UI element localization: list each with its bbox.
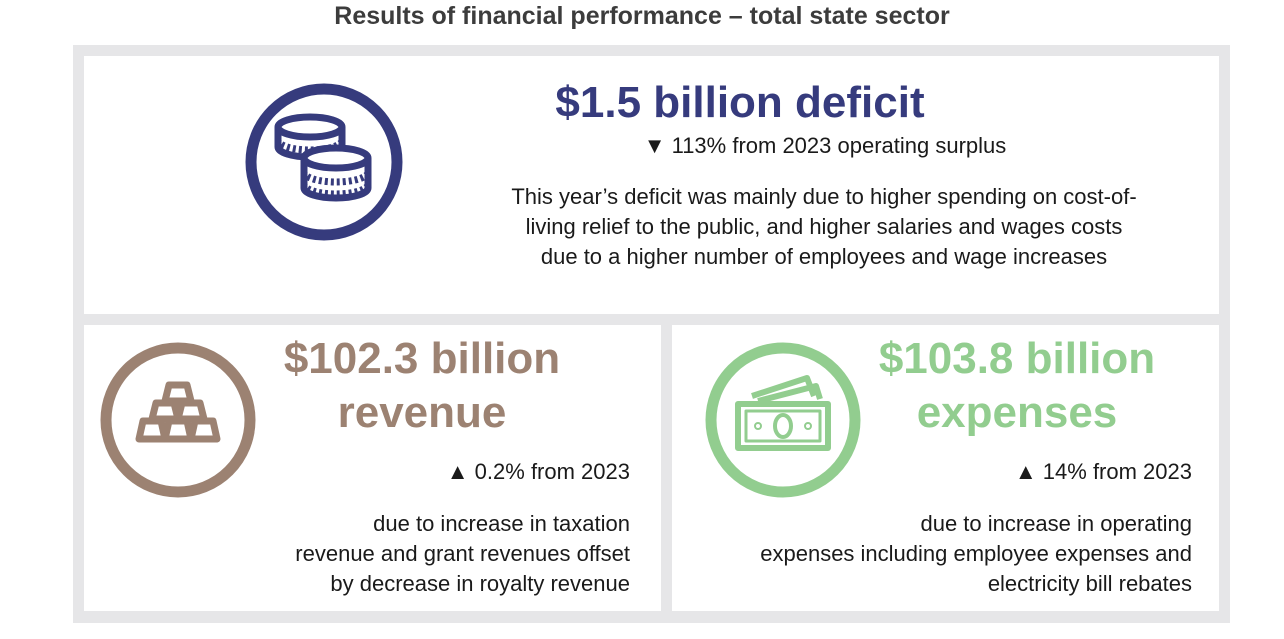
revenue-headline-line: revenue [337, 388, 507, 437]
deficit-card [84, 56, 1219, 314]
deficit-description-line: This year’s deficit was mainly due to hi… [511, 184, 1137, 209]
deficit-description-line: due to a higher number of employees and … [540, 244, 1108, 269]
expenses-description-line: expenses including employee expenses and [760, 541, 1192, 566]
revenue-headline-line: $102.3 billion [283, 334, 561, 383]
expenses-change: ▲ 14% from 2023 [1014, 459, 1192, 484]
revenue-description-line: due to increase in taxation [373, 511, 630, 536]
banknotes-icon [705, 342, 861, 498]
deficit-headline: $1.5 billion deficit [555, 78, 925, 127]
coins-icon [245, 83, 403, 241]
expenses-headline-line: expenses [916, 388, 1118, 437]
revenue-card [84, 325, 661, 611]
deficit-description-line: living relief to the public, and higher … [525, 214, 1123, 239]
revenue-description-line: by decrease in royalty revenue [330, 571, 630, 596]
expenses-headline-line: $103.8 billion [878, 334, 1156, 383]
revenue-description-line: revenue and grant revenues offset [295, 541, 630, 566]
expenses-description-line: due to increase in operating [920, 511, 1192, 536]
expenses-card [672, 325, 1219, 611]
page-title: Results of financial performance – total… [334, 2, 950, 30]
gold-bars-icon [100, 342, 256, 498]
deficit-change: ▼ 113% from 2023 operating surplus [643, 133, 1007, 158]
revenue-change: ▲ 0.2% from 2023 [446, 459, 630, 484]
expenses-description-line: electricity bill rebates [987, 571, 1192, 596]
